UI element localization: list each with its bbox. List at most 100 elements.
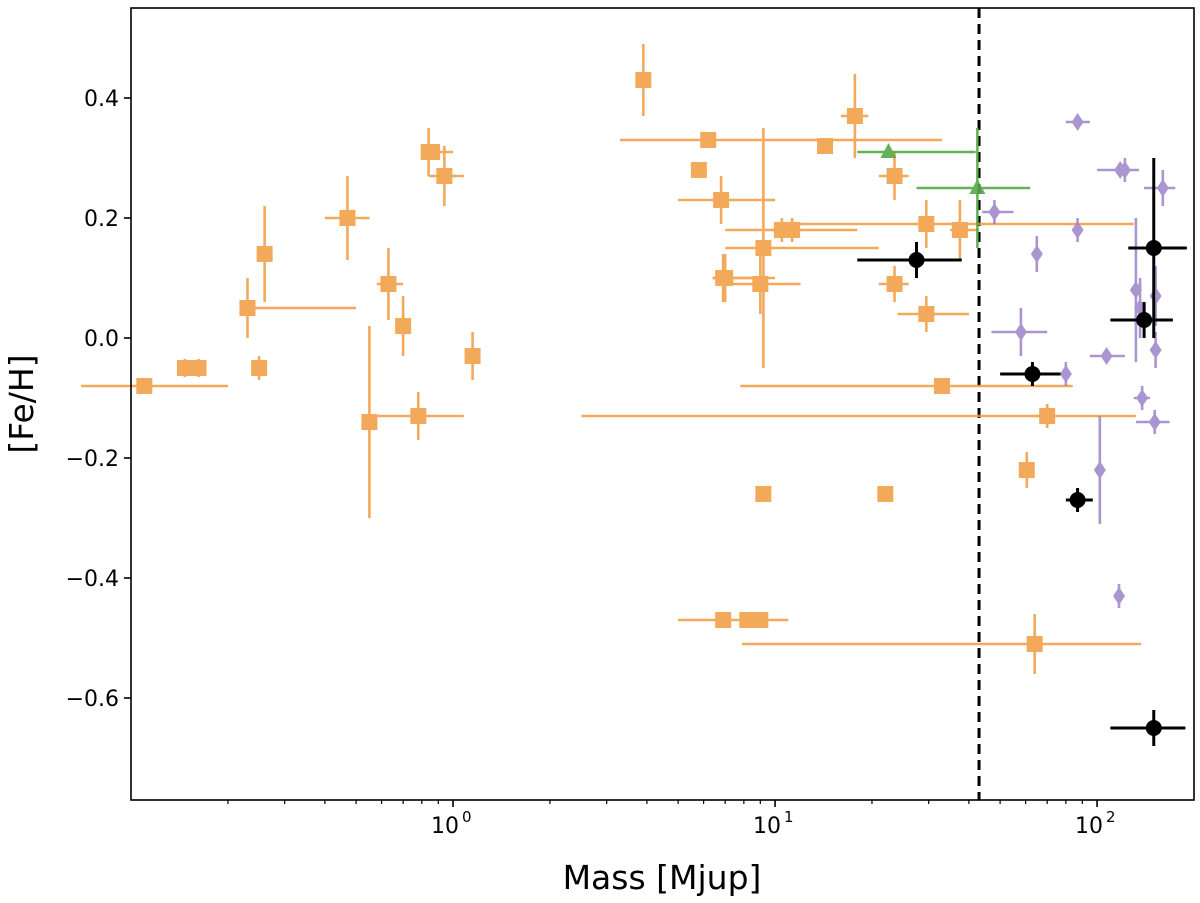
- orange-squares-point: [395, 296, 412, 356]
- purple-diamonds-point: [982, 200, 1014, 224]
- orange-squares-point: [239, 278, 357, 338]
- y-tick-label: 0.4: [84, 87, 119, 112]
- square-marker: [1026, 636, 1043, 652]
- triangle-marker: [880, 143, 897, 158]
- square-marker: [464, 348, 481, 364]
- orange-squares-point: [1018, 452, 1035, 488]
- green-triangles-point: [857, 143, 976, 158]
- orange-squares-point: [176, 359, 193, 377]
- square-marker: [423, 144, 440, 160]
- orange-squares-point: [878, 152, 909, 200]
- square-marker: [700, 132, 717, 148]
- orange-squares-point: [755, 486, 772, 502]
- square-marker: [380, 276, 397, 292]
- y-tick-label: 0.0: [84, 327, 119, 352]
- purple-diamonds-point: [1071, 218, 1084, 242]
- y-tick-label: −0.2: [66, 447, 119, 472]
- orange-squares-point: [877, 486, 894, 502]
- purple-diamonds-point: [1030, 236, 1043, 272]
- black-circles-point: [1000, 362, 1061, 386]
- square-marker: [190, 360, 207, 376]
- circle-marker: [1145, 720, 1162, 736]
- orange-squares-point: [878, 266, 909, 302]
- orange-squares-point: [256, 206, 273, 302]
- orange-squares-point: [324, 176, 370, 260]
- x-tick-exponent: 1: [784, 808, 794, 826]
- square-marker: [635, 72, 652, 88]
- orange-squares-point: [464, 332, 481, 380]
- purple-diamonds-point: [991, 308, 1048, 356]
- orange-squares-point: [376, 248, 404, 320]
- square-marker: [256, 246, 273, 262]
- axes-frame: [130, 7, 1195, 801]
- purple-diamonds-point: [1133, 386, 1150, 410]
- square-marker: [410, 408, 427, 424]
- orange-squares-point: [619, 132, 943, 148]
- series-black-circles: [857, 158, 1187, 746]
- circle-marker: [1069, 492, 1086, 508]
- square-marker: [136, 378, 153, 394]
- orange-squares-point: [678, 612, 789, 628]
- square-marker: [755, 240, 772, 256]
- square-marker: [817, 138, 834, 154]
- square-marker: [176, 360, 193, 376]
- orange-squares-point: [740, 378, 1073, 394]
- purple-diamonds-point: [1089, 347, 1125, 365]
- x-tick-label: 10: [753, 814, 781, 839]
- y-tick-label: 0.2: [84, 207, 119, 232]
- orange-squares-point: [690, 162, 707, 178]
- square-marker: [886, 168, 903, 184]
- circle-marker: [908, 252, 925, 268]
- square-marker: [1039, 408, 1056, 424]
- diamond-marker: [1014, 323, 1027, 341]
- x-tick-label: 10: [431, 814, 459, 839]
- diamond-marker: [1093, 461, 1106, 479]
- square-marker: [934, 378, 951, 394]
- diamond-marker: [1100, 347, 1113, 365]
- black-circles-point: [1110, 302, 1173, 338]
- diamond-marker: [1071, 113, 1084, 131]
- square-marker: [877, 486, 894, 502]
- purple-diamonds-point: [1144, 170, 1176, 206]
- square-marker: [752, 276, 769, 292]
- square-marker: [239, 300, 256, 316]
- square-marker: [1018, 462, 1035, 478]
- triangle-marker: [969, 179, 986, 194]
- purple-diamonds-point: [1113, 584, 1126, 608]
- square-marker: [395, 318, 412, 334]
- orange-squares-point: [817, 138, 834, 154]
- purple-diamonds-point: [1065, 113, 1090, 131]
- purple-diamonds-point: [1118, 158, 1131, 182]
- square-marker: [361, 414, 378, 430]
- orange-squares-point: [725, 128, 879, 368]
- orange-squares-point: [635, 44, 652, 116]
- square-marker: [436, 168, 453, 184]
- orange-squares-point: [840, 74, 869, 158]
- y-tick-label: −0.4: [66, 567, 119, 592]
- diamond-marker: [1071, 221, 1084, 239]
- orange-squares-point: [950, 200, 980, 260]
- square-marker: [918, 306, 935, 322]
- square-marker: [755, 486, 772, 502]
- black-circles-point: [1065, 488, 1093, 512]
- green-triangles-point: [916, 128, 1031, 248]
- diamond-marker: [1136, 389, 1149, 407]
- series-orange-squares: [81, 44, 1142, 674]
- y-tick-label: −0.6: [66, 687, 119, 712]
- y-axis-label: [Fe/H]: [2, 354, 41, 453]
- diamond-marker: [1156, 179, 1169, 197]
- orange-squares-point: [897, 296, 969, 332]
- square-marker: [846, 108, 863, 124]
- square-marker: [715, 612, 732, 628]
- square-marker: [752, 612, 769, 628]
- orange-squares-point: [678, 176, 776, 224]
- diamond-marker: [1149, 341, 1162, 359]
- square-marker: [717, 270, 734, 286]
- square-marker: [784, 222, 801, 238]
- black-circles-point: [1128, 158, 1187, 338]
- purple-diamonds-point: [1093, 416, 1106, 524]
- circle-marker: [1024, 366, 1041, 382]
- series-green-triangles: [857, 128, 1031, 248]
- square-marker: [886, 276, 903, 292]
- x-axis: 10 0 10 1 10 2: [227, 800, 1116, 839]
